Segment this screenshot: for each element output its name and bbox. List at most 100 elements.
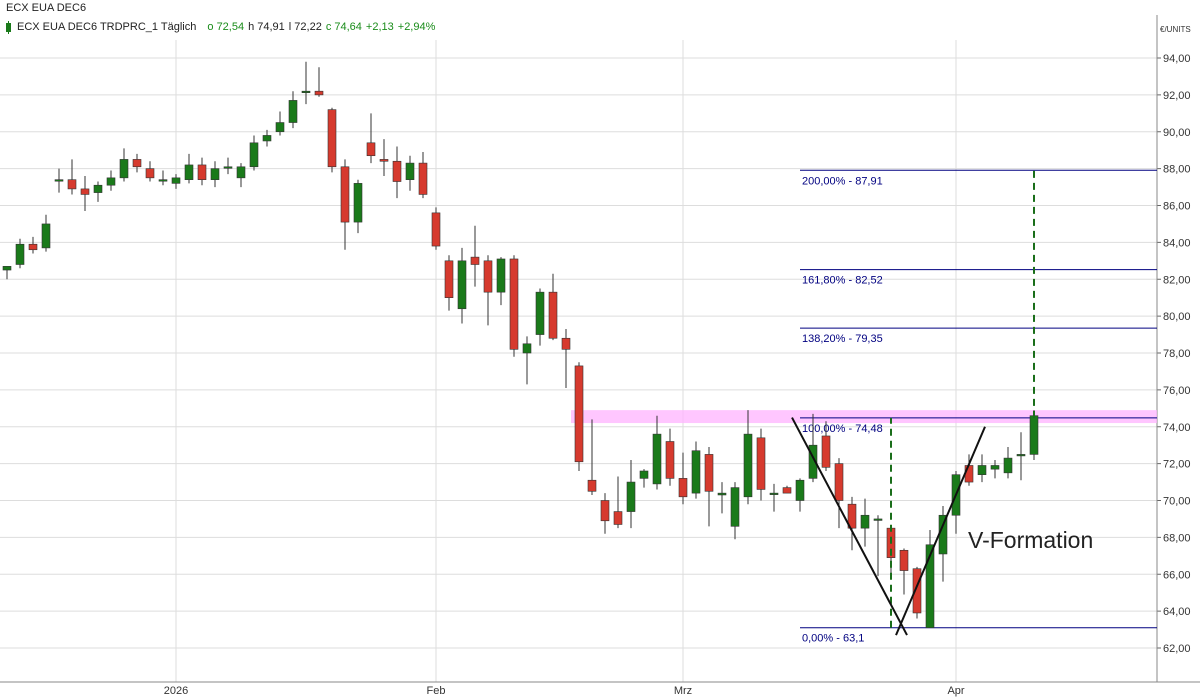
candle-up — [171, 177, 181, 184]
fib-level-label: 0,00% - 63,1 — [802, 633, 864, 645]
candle-up — [405, 162, 415, 180]
fib-level-label: 200,00% - 87,91 — [802, 175, 883, 187]
candle-up — [158, 179, 168, 182]
candle-up — [301, 90, 311, 93]
candle-up — [210, 168, 220, 180]
candle-up — [223, 166, 233, 169]
v-formation-label: V-Formation — [968, 527, 1093, 553]
candle-down — [80, 188, 90, 195]
candle-up — [93, 184, 103, 193]
candlestick-icon — [6, 20, 11, 34]
candle-down — [444, 260, 454, 298]
candle-down — [704, 454, 714, 492]
candle-up — [691, 450, 701, 494]
legend-low: l 72,22 — [288, 21, 322, 33]
candle-down — [600, 500, 610, 522]
candle-down — [483, 260, 493, 293]
candle-up — [795, 479, 805, 501]
candle-down — [847, 503, 857, 529]
y-tick-label: 72,00 — [1163, 459, 1191, 471]
candle-up — [769, 492, 779, 495]
candle-up — [457, 260, 467, 310]
candle-down — [197, 164, 207, 180]
fib-level-label: 100,00% - 74,48 — [802, 423, 883, 435]
candle-down — [67, 179, 77, 190]
y-axis-unit-label: €/UNITS — [1160, 25, 1191, 34]
candle-down — [912, 568, 922, 614]
candle-down — [509, 258, 519, 350]
candle-down — [548, 291, 558, 339]
candle-up — [106, 177, 116, 186]
v-formation-line — [895, 426, 986, 636]
candle-up — [535, 291, 545, 335]
candle-down — [665, 441, 675, 479]
candle-down — [132, 159, 142, 168]
candle-down — [366, 142, 376, 157]
legend-change-pct: +2,94% — [397, 21, 436, 33]
candle-down — [392, 160, 402, 182]
candle-up — [496, 258, 506, 293]
candle-up — [925, 544, 935, 629]
candle-up — [41, 223, 51, 249]
candle-up — [522, 343, 532, 354]
candle-down — [431, 212, 441, 247]
candle-up — [639, 470, 649, 479]
candle-up — [1029, 415, 1039, 455]
y-tick-label: 88,00 — [1163, 164, 1191, 176]
y-tick-label: 66,00 — [1163, 569, 1191, 581]
candle-up — [808, 444, 818, 479]
candle-up — [977, 465, 987, 475]
candle-up — [1016, 454, 1026, 457]
candle-down — [470, 256, 480, 265]
candle-down — [964, 465, 974, 483]
y-tick-label: 82,00 — [1163, 274, 1191, 286]
candle-down — [782, 487, 792, 494]
y-tick-label: 68,00 — [1163, 532, 1191, 544]
chart-title: ECX EUA DEC6 — [6, 2, 87, 14]
candle-down — [28, 243, 38, 251]
candle-down — [574, 365, 584, 463]
v-formation-line — [791, 417, 908, 636]
y-tick-label: 90,00 — [1163, 127, 1191, 139]
candle-down — [314, 90, 324, 96]
x-tick-label: Mrz — [674, 685, 692, 697]
y-tick-label: 86,00 — [1163, 201, 1191, 213]
y-tick-label: 80,00 — [1163, 311, 1191, 323]
candle-up — [119, 159, 129, 179]
candle-down — [587, 479, 597, 492]
x-tick-label: Apr — [947, 685, 964, 697]
candle-up — [873, 518, 883, 521]
y-tick-label: 78,00 — [1163, 348, 1191, 360]
candle-up — [15, 243, 25, 265]
candle-down — [418, 162, 428, 195]
candle-down — [821, 435, 831, 468]
candle-down — [327, 109, 337, 168]
legend-open: o 72,54 — [207, 21, 245, 33]
candle-up — [730, 487, 740, 527]
y-tick-label: 62,00 — [1163, 643, 1191, 655]
legend-close: c 74,64 — [325, 21, 362, 33]
candle-down — [379, 159, 389, 162]
candle-up — [236, 166, 246, 179]
candle-up — [184, 164, 194, 180]
candle-up — [275, 122, 285, 133]
y-tick-label: 76,00 — [1163, 385, 1191, 397]
candle-down — [613, 511, 623, 525]
candle-up — [652, 433, 662, 485]
candle-down — [899, 549, 909, 571]
candle-up — [717, 492, 727, 496]
candle-up — [54, 179, 64, 182]
y-tick-label: 74,00 — [1163, 422, 1191, 434]
candle-down — [561, 337, 571, 350]
candle-up — [626, 481, 636, 512]
candle-up — [2, 266, 12, 271]
candle-down — [340, 166, 350, 223]
legend-high: h 74,91 — [248, 21, 285, 33]
candle-up — [860, 514, 870, 529]
y-tick-label: 92,00 — [1163, 90, 1191, 102]
resistance-zone — [571, 410, 1157, 424]
candle-up — [262, 135, 272, 142]
legend-series: ECX EUA DEC6 TRDPRC_1 Täglich — [17, 21, 197, 33]
